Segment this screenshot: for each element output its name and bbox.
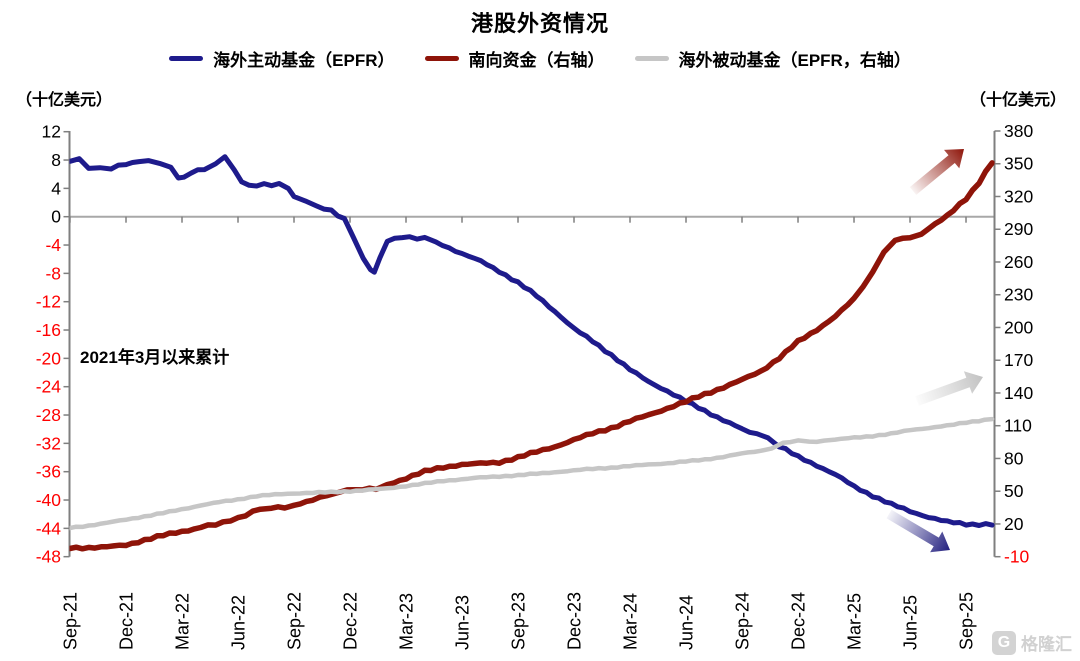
left-axis-tick-label: -28 — [36, 405, 61, 425]
left-axis-unit-label: （十亿美元） — [16, 92, 113, 109]
x-axis-label: Mar-23 — [397, 593, 417, 650]
right-axis-tick-label: 320 — [1004, 186, 1033, 206]
right-axis-tick-label: 170 — [1004, 350, 1033, 370]
x-axis-label: Jun-22 — [229, 595, 249, 650]
southbound-trend-arrow — [909, 149, 964, 195]
x-axis-label: Sep-21 — [61, 592, 81, 650]
right-axis-tick-label: 290 — [1004, 219, 1033, 239]
legend-item-active-fund: 海外主动基金（EPFR） — [169, 46, 395, 71]
x-axis-label: Jun-23 — [453, 595, 473, 650]
southbound-line-swatch — [424, 56, 459, 61]
x-axis-label: Sep-25 — [957, 592, 977, 650]
left-axis-tick-label: -12 — [36, 292, 61, 312]
chart-title: 港股外资情况 — [470, 11, 609, 36]
left-axis-tick-label: 8 — [51, 150, 61, 170]
right-axis-tick-label: 50 — [1004, 481, 1024, 501]
x-axis-label: Sep-23 — [509, 592, 529, 650]
x-axis-label: Dec-24 — [789, 592, 809, 650]
series-line-2 — [69, 416, 995, 531]
series-line-1 — [69, 160, 995, 552]
right-axis-tick-label: 80 — [1004, 448, 1024, 468]
passive-fund-line-swatch — [634, 56, 669, 61]
left-axis-tick-label: -16 — [36, 320, 61, 340]
series-line-0 — [69, 154, 995, 528]
x-axis-label: Dec-21 — [117, 592, 137, 650]
legend-item-southbound: 南向资金（右轴） — [424, 46, 605, 71]
x-axis-label: Mar-24 — [621, 593, 641, 650]
left-axis-tick-label: -24 — [36, 377, 62, 397]
active-fund-line-swatch — [169, 56, 204, 61]
left-axis-tick-label: -48 — [36, 547, 61, 567]
right-axis-tick-label: 110 — [1004, 416, 1032, 436]
x-axis-label: Sep-22 — [285, 592, 305, 650]
right-axis-tick-label: 20 — [1004, 514, 1024, 534]
left-axis-tick-label: 12 — [42, 122, 61, 142]
right-axis-unit-label: （十亿美元） — [969, 92, 1066, 109]
right-axis-tick-label: 380 — [1004, 121, 1033, 141]
x-axis-label: Dec-22 — [341, 592, 361, 650]
right-axis-tick-label: -10 — [1004, 547, 1030, 567]
legend: 海外主动基金（EPFR） 南向资金（右轴） 海外被动基金（EPFR，右轴） — [0, 46, 1080, 71]
left-axis-tick-label: -44 — [36, 518, 62, 538]
left-axis-tick-label: -32 — [36, 433, 61, 453]
right-axis-tick-label: 260 — [1004, 252, 1033, 272]
left-axis-tick-label: -20 — [36, 348, 62, 368]
x-axis-label: Jun-24 — [677, 595, 697, 650]
x-axis-label: Jun-25 — [901, 595, 921, 650]
active-trend-arrow — [886, 509, 950, 553]
left-axis-tick-label: -40 — [36, 490, 62, 510]
left-axis-tick-label: 4 — [51, 178, 61, 198]
legend-label-passive-fund: 海外被动基金（EPFR，右轴） — [678, 51, 911, 70]
watermark-text: 格隆汇 — [1021, 635, 1072, 654]
right-axis-tick-label: 230 — [1004, 285, 1033, 305]
x-axis-label: Dec-23 — [565, 592, 585, 650]
x-axis-label: Sep-24 — [733, 592, 753, 650]
x-axis-label: Mar-22 — [173, 593, 193, 650]
legend-label-southbound: 南向资金（右轴） — [468, 51, 605, 70]
left-axis-tick-label: 0 — [51, 207, 61, 227]
right-axis-tick-label: 350 — [1004, 154, 1033, 174]
watermark: G 格隆汇 — [992, 630, 1072, 655]
gelonghui-logo-icon: G — [992, 630, 1016, 655]
legend-label-active-fund: 海外主动基金（EPFR） — [213, 51, 395, 70]
legend-item-passive-fund: 海外被动基金（EPFR，右轴） — [634, 46, 911, 71]
left-axis-tick-label: -8 — [45, 263, 61, 283]
right-axis-tick-label: 200 — [1004, 317, 1033, 337]
left-axis-tick-label: -36 — [36, 462, 61, 482]
x-axis-label: Mar-25 — [845, 593, 865, 650]
passive-trend-arrow — [915, 371, 983, 406]
right-axis-tick-label: 140 — [1004, 383, 1033, 403]
cumulative-since-annotation: 2021年3月以来累计 — [80, 348, 230, 367]
left-axis-tick-label: -4 — [45, 235, 61, 255]
